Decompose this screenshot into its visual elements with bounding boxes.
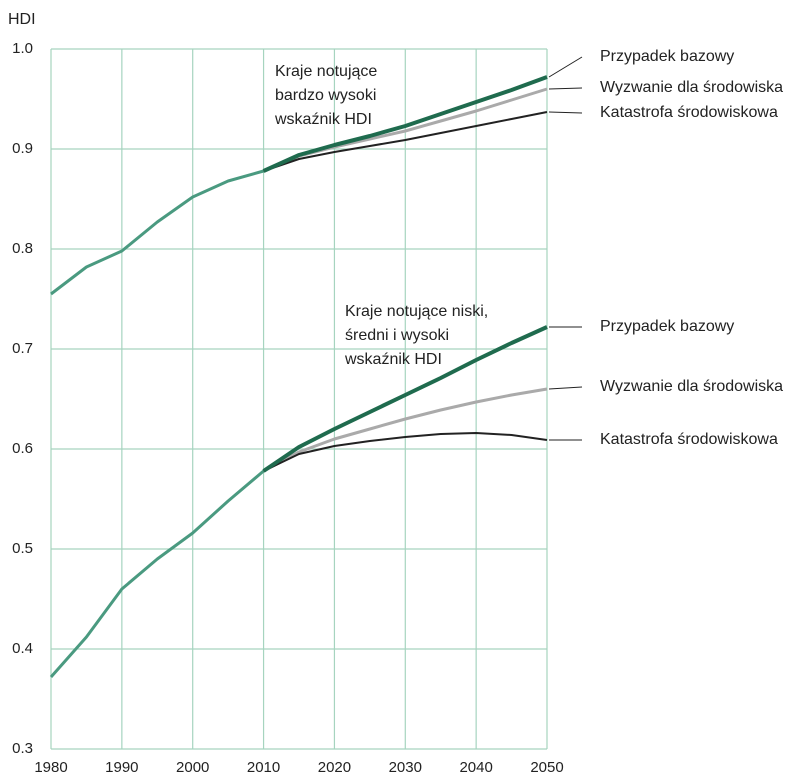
x-tick-label: 2030 (389, 759, 422, 776)
series-label: Przypadek bazowy (600, 318, 734, 335)
leader-line (548, 111, 583, 114)
series-label: Wyzwanie dla środowiska (600, 378, 783, 395)
annotation: wskaźnik HDI (274, 111, 372, 128)
series-line (263, 111, 548, 172)
series-line (49, 469, 265, 678)
y-tick-label: 1.0 (12, 40, 33, 57)
leader-line (548, 386, 583, 390)
y-tick-label: 0.5 (12, 540, 33, 557)
x-tick-label: 1980 (34, 759, 67, 776)
y-tick-label: 0.3 (12, 740, 33, 757)
series-line (262, 75, 548, 173)
y-tick-label: 0.4 (12, 640, 33, 657)
leader-line (548, 56, 583, 78)
series-line (262, 325, 548, 473)
x-tick-label: 2020 (318, 759, 351, 776)
x-tick-label: 2000 (176, 759, 209, 776)
series-label: Katastrofa środowiskowa (600, 431, 778, 448)
annotation: Kraje notujące niski, (345, 303, 488, 320)
y-tick-label: 0.7 (12, 340, 33, 357)
x-tick-label: 2050 (530, 759, 563, 776)
series-line (263, 432, 548, 472)
x-tick-label: 2010 (247, 759, 280, 776)
x-tick-label: 1990 (105, 759, 138, 776)
y-axis-label: HDI (8, 11, 36, 28)
annotation: wskaźnik HDI (344, 351, 442, 368)
x-tick-label: 2040 (459, 759, 492, 776)
series-line (50, 169, 264, 296)
leader-line (548, 87, 583, 90)
y-tick-label: 0.9 (12, 140, 33, 157)
annotation: średni i wysoki (345, 327, 449, 344)
y-tick-label: 0.8 (12, 240, 33, 257)
series-label: Wyzwanie dla środowiska (600, 79, 783, 96)
series-line (262, 387, 548, 473)
series-label: Przypadek bazowy (600, 48, 734, 65)
annotation: Kraje notujące (275, 63, 377, 80)
series-label: Katastrofa środowiskowa (600, 104, 778, 121)
annotation: bardzo wysoki (275, 87, 376, 104)
y-tick-label: 0.6 (12, 440, 33, 457)
